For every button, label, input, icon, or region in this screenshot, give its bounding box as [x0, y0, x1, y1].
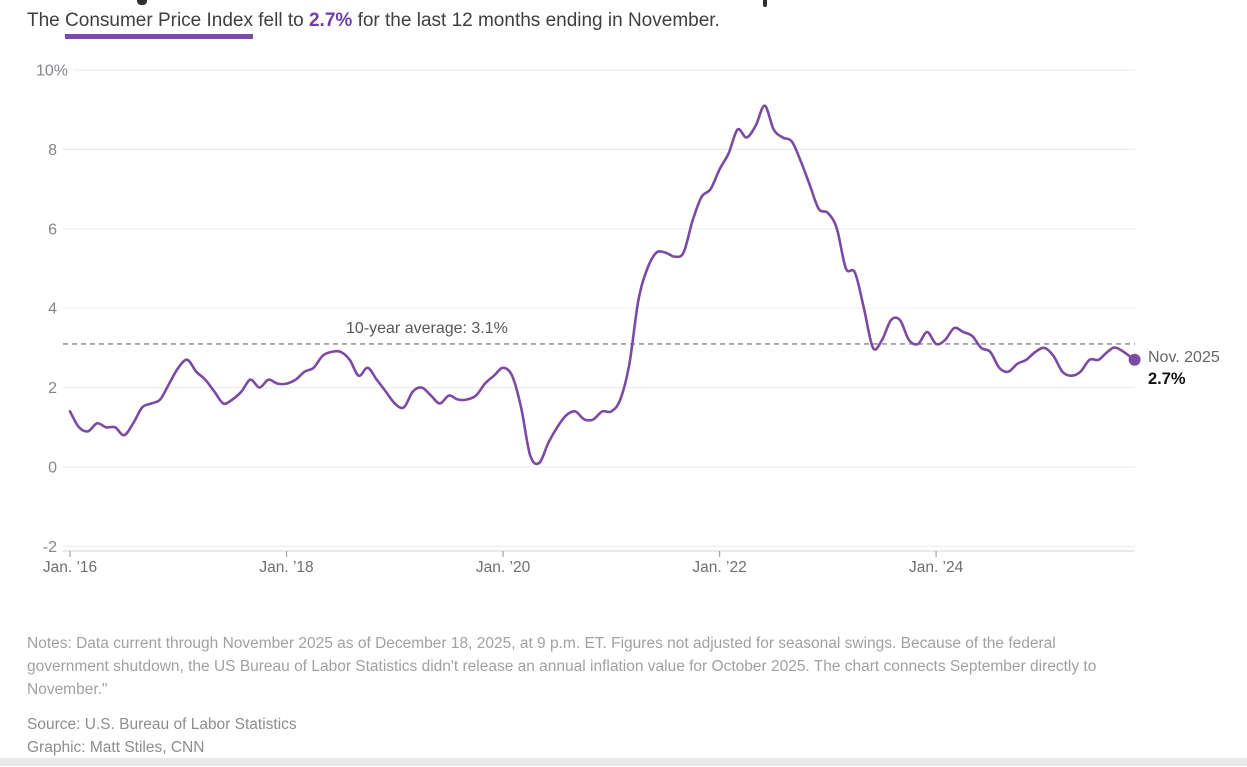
clipped-title-fragment: [137, 0, 147, 5]
chart-notes: Notes: Data current through November 202…: [27, 632, 1096, 701]
y-axis-tick-label: 8: [48, 142, 57, 159]
notes-line: government shutdown, the US Bureau of La…: [27, 658, 1097, 675]
end-point-marker: [1128, 353, 1141, 366]
x-axis-tick-label: Jan. ’16: [43, 559, 97, 576]
subtitle-text: fell to: [253, 10, 309, 31]
cpi-line: [68, 104, 1136, 466]
average-line-label: 10-year average: 3.1%: [346, 320, 508, 337]
graphic-credit: Graphic: Matt Stiles, CNN: [27, 739, 205, 756]
end-point-value-label: 2.7%: [1148, 370, 1186, 388]
end-point-date-label: Nov. 2025: [1148, 349, 1220, 366]
subtitle-text: The: [27, 10, 66, 31]
clipped-title-fragment: [763, 0, 767, 7]
bottom-divider-bar: [0, 758, 1247, 766]
subtitle-text: for the last 12 months ending in Novembe…: [352, 10, 720, 31]
notes-line: Notes: Data current through November 202…: [27, 635, 1056, 652]
x-axis-tick-label: Jan. ’24: [909, 559, 964, 576]
chart-subtitle: The Consumer Price Index fell to 2.7% fo…: [27, 9, 720, 39]
subtitle-underlined-term: Consumer Price Index: [65, 9, 253, 39]
y-axis-tick-label: 0: [48, 460, 57, 477]
source-credit: Source: U.S. Bureau of Labor Statistics: [27, 716, 297, 733]
x-axis-tick-label: Jan. ’22: [692, 559, 746, 576]
notes-line: November.": [27, 681, 108, 698]
y-axis-tick-label: 4: [48, 301, 57, 318]
cpi-line-chart: 10% 8 6 4 2 0 -2 Jan. ’16 Jan. ’18 Jan. ’20 Jan. ’…: [36, 63, 1141, 576]
y-axis-tick-label: 2: [48, 380, 57, 397]
subtitle-highlight-value: 2.7%: [308, 10, 353, 31]
x-axis-tick-label: Jan. ’20: [476, 559, 531, 576]
x-axis-tick-label: Jan. ’18: [259, 559, 313, 576]
y-axis-tick-label: -2: [43, 539, 57, 556]
y-axis-tick-label: 6: [48, 221, 57, 238]
y-axis-tick-label: 10%: [36, 63, 68, 80]
